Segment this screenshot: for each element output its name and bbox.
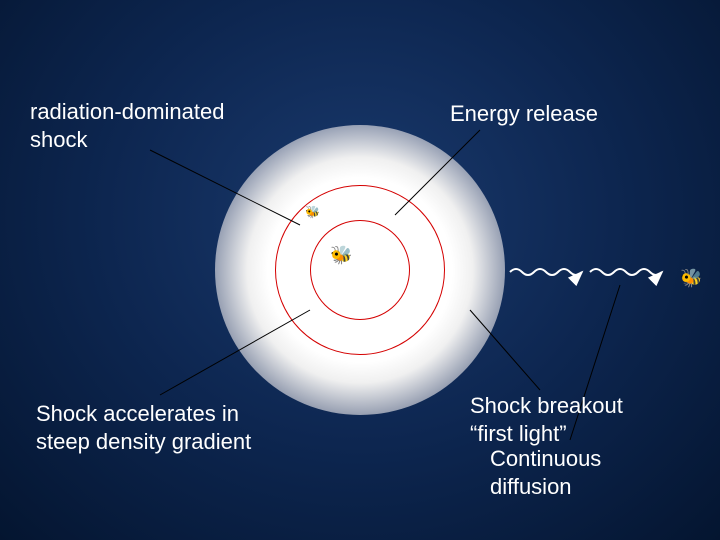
label-radiation-dominated-shock: radiation-dominatedshock: [30, 98, 224, 153]
photon-icon: 🐝: [330, 245, 352, 266]
label-continuous-diffusion: Continuous diffusion: [490, 445, 601, 500]
label-shock-accelerates: Shock accelerates insteep density gradie…: [36, 400, 251, 455]
label-shock-breakout: Shock breakout“first light”: [470, 392, 623, 447]
label-energy-release: Energy release: [450, 100, 598, 128]
photon-icon: 🐝: [305, 205, 320, 219]
star-body: [215, 125, 505, 415]
photon-icon: 🐝: [680, 268, 702, 289]
shock-ring-inner: [310, 220, 410, 320]
